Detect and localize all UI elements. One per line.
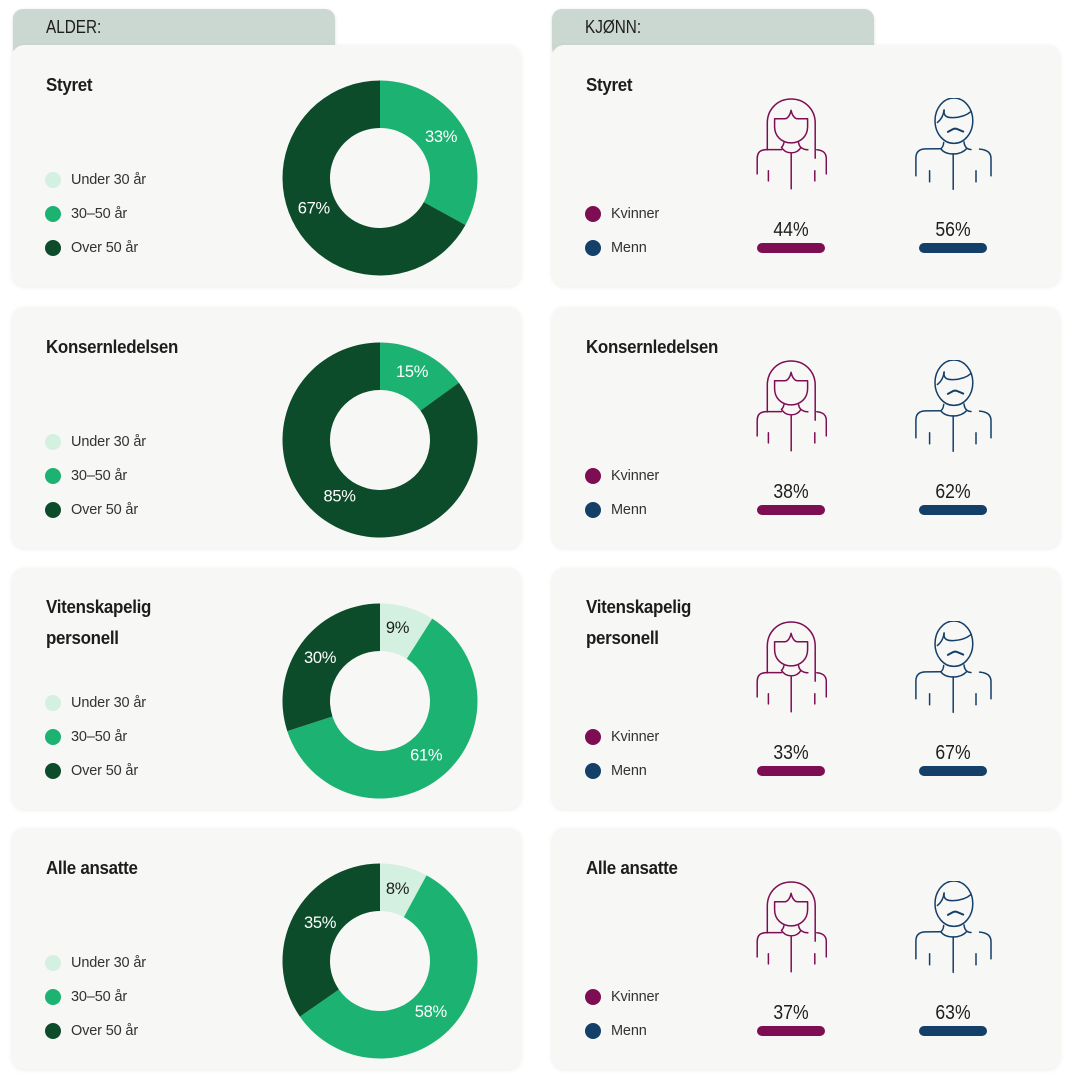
svg-text:9%: 9% bbox=[386, 619, 410, 637]
svg-text:67%: 67% bbox=[298, 200, 331, 218]
svg-text:30%: 30% bbox=[304, 649, 337, 667]
svg-text:8%: 8% bbox=[386, 880, 410, 898]
svg-text:61%: 61% bbox=[410, 746, 443, 764]
svg-text:15%: 15% bbox=[396, 363, 429, 381]
svg-text:35%: 35% bbox=[304, 914, 337, 932]
svg-text:85%: 85% bbox=[324, 487, 357, 505]
svg-text:33%: 33% bbox=[425, 128, 458, 146]
svg-text:58%: 58% bbox=[415, 1003, 448, 1021]
